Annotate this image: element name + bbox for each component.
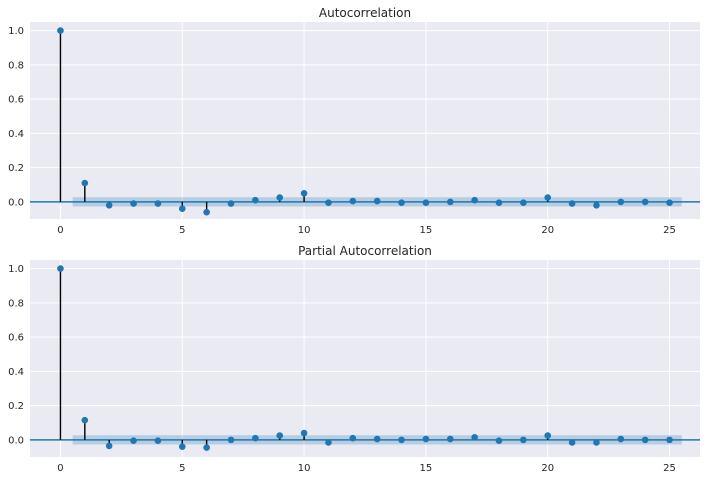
point-lag-19 — [520, 199, 527, 207]
point-lag-9 — [276, 194, 284, 201]
y-tick-label: 0.2 — [8, 163, 24, 174]
point-lag-21 — [568, 200, 576, 207]
point-lag-0 — [57, 27, 64, 34]
x-tick-label: 0 — [57, 225, 63, 236]
point-lag-2 — [105, 442, 113, 450]
point-lag-16 — [446, 435, 454, 443]
point-lag-6 — [203, 208, 210, 216]
point-lag-1 — [81, 179, 89, 187]
y-tick-label: 0.2 — [8, 401, 24, 412]
point-lag-12 — [349, 434, 357, 442]
y-tick-label: 0.4 — [8, 367, 24, 378]
point-lag-14 — [398, 436, 405, 444]
point-lag-15 — [422, 199, 430, 207]
point-lag-7 — [227, 200, 235, 207]
y-tick-label: 0.8 — [8, 298, 24, 309]
point-lag-3 — [130, 200, 137, 207]
point-lag-17 — [471, 196, 478, 204]
point-lag-17 — [471, 434, 478, 441]
plot-area — [30, 260, 700, 457]
point-lag-10 — [300, 190, 308, 197]
chart-title: Partial Autocorrelation — [298, 244, 432, 258]
x-tick-label: 5 — [179, 463, 185, 474]
point-lag-19 — [520, 436, 527, 444]
x-tick-label: 15 — [420, 463, 433, 474]
y-tick-label: 0.8 — [8, 60, 24, 71]
chart-panel-2: 0.0 0.2 0.4 0.6 0.8 1.0 0 5 10 15 20 25 Partial Auto… — [8, 244, 700, 474]
point-lag-5 — [178, 443, 186, 451]
point-lag-13 — [373, 197, 381, 205]
y-tick-label: 0.0 — [8, 197, 24, 208]
point-lag-8 — [252, 196, 259, 204]
point-lag-14 — [398, 199, 405, 207]
plot-area — [30, 22, 700, 219]
point-lag-16 — [446, 198, 454, 206]
point-lag-6 — [203, 444, 210, 451]
y-tick-label: 0.0 — [8, 435, 24, 446]
chart-panel-1: 0.0 0.2 0.4 0.6 0.8 1.0 0 5 10 15 20 25 Autocorrelat… — [8, 6, 700, 236]
x-tick-label: 10 — [298, 225, 311, 236]
point-lag-9 — [276, 432, 284, 439]
point-lag-11 — [325, 439, 332, 446]
point-lag-18 — [495, 437, 503, 445]
point-lag-5 — [178, 205, 186, 213]
point-lag-20 — [544, 432, 552, 439]
y-tick-label: 0.6 — [8, 333, 24, 344]
point-lag-4 — [154, 437, 162, 445]
point-lag-0 — [57, 265, 64, 272]
point-lag-3 — [130, 437, 137, 445]
x-tick-label: 5 — [179, 225, 185, 236]
point-lag-18 — [495, 199, 503, 207]
point-lag-12 — [349, 197, 357, 205]
point-lag-2 — [105, 201, 113, 209]
y-tick-label: 0.4 — [8, 129, 24, 140]
point-lag-23 — [617, 198, 625, 206]
point-lag-10 — [300, 429, 308, 437]
point-lag-25 — [666, 436, 673, 444]
y-tick-label: 1.0 — [8, 26, 24, 37]
x-tick-label: 10 — [298, 463, 311, 474]
x-tick-label: 0 — [57, 463, 63, 474]
chart-title: Autocorrelation — [319, 6, 411, 20]
point-lag-15 — [422, 435, 430, 443]
point-lag-24 — [641, 198, 649, 206]
y-tick-label: 0.6 — [8, 95, 24, 106]
point-lag-4 — [154, 200, 162, 207]
point-lag-11 — [325, 199, 332, 207]
y-tick-label: 1.0 — [8, 264, 24, 275]
point-lag-7 — [227, 436, 235, 444]
point-lag-21 — [568, 439, 576, 446]
x-tick-label: 20 — [541, 463, 554, 474]
point-lag-23 — [617, 435, 625, 443]
x-tick-label: 25 — [663, 225, 676, 236]
point-lag-8 — [252, 434, 259, 442]
x-tick-label: 25 — [663, 463, 676, 474]
point-lag-22 — [593, 201, 600, 209]
point-lag-22 — [593, 439, 600, 446]
x-tick-label: 15 — [420, 225, 433, 236]
point-lag-24 — [641, 436, 649, 444]
point-lag-20 — [544, 194, 552, 201]
x-tick-label: 20 — [541, 225, 554, 236]
point-lag-13 — [373, 435, 381, 443]
point-lag-25 — [666, 199, 673, 207]
point-lag-1 — [81, 416, 89, 424]
